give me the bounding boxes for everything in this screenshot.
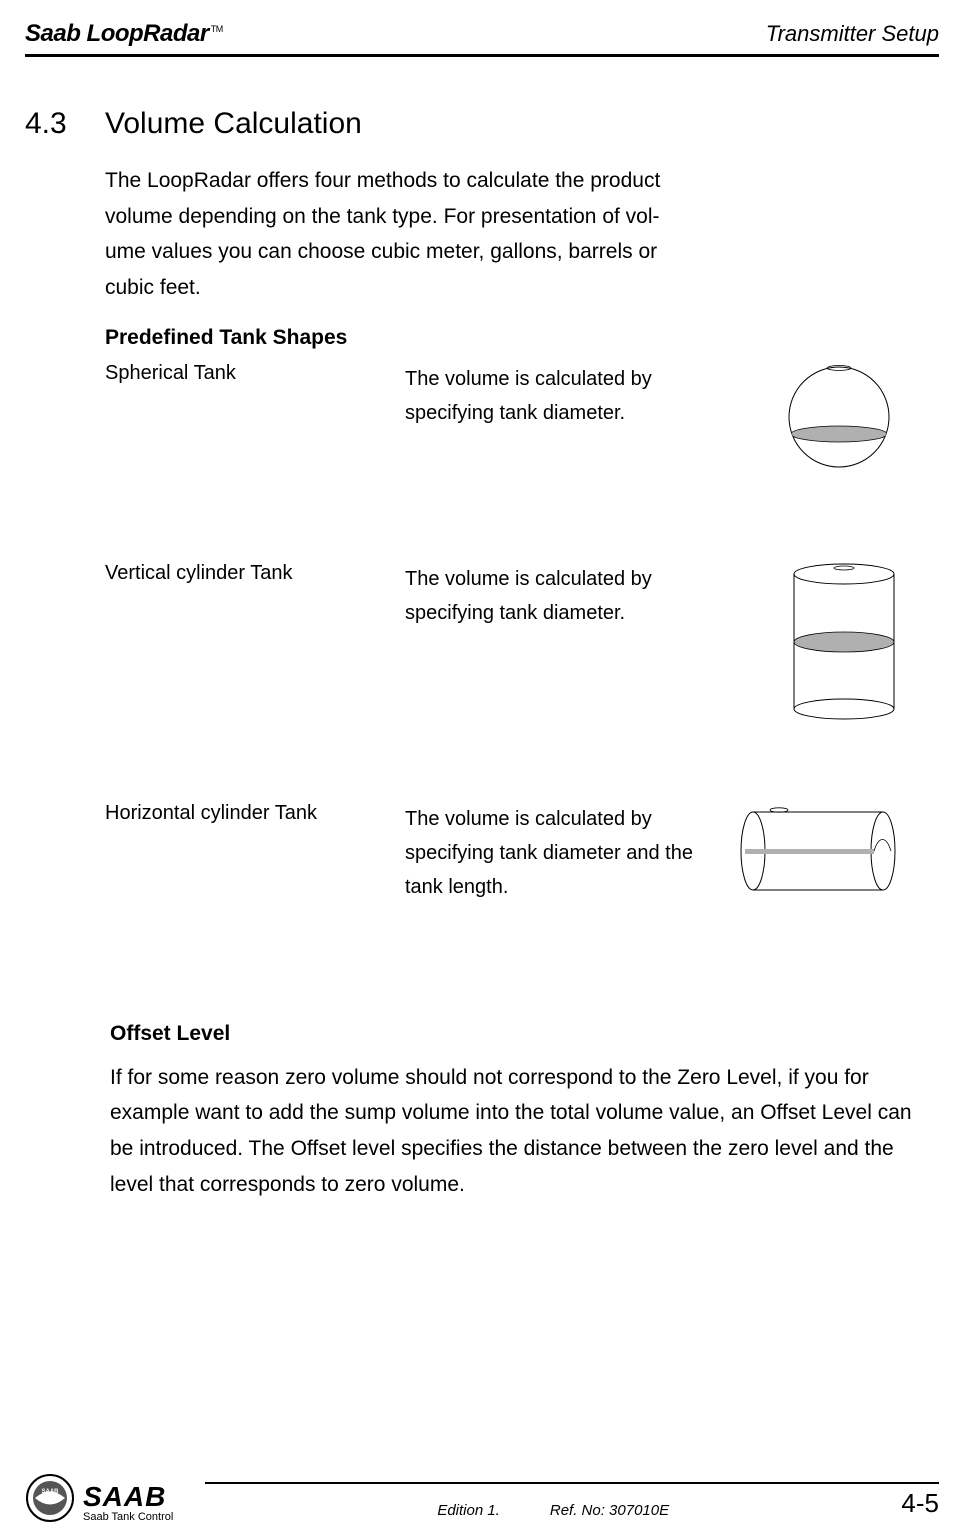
svg-text:SAAB: SAAB (41, 1489, 59, 1495)
footer-brand: SAAB (83, 1481, 173, 1513)
offset-heading: Offset Level (110, 1022, 919, 1046)
footer-meta: Edition 1. Ref. No: 307010E (437, 1502, 669, 1519)
footer-ref: Ref. No: 307010E (550, 1502, 669, 1519)
shape-desc-hcyl: The volume is calculated by specifying t… (405, 802, 705, 904)
footer-logo-block: SAAB SAAB Saab Tank Control (25, 1473, 173, 1523)
footer-edition: Edition 1. (437, 1502, 500, 1519)
header-logo: Saab LoopRadarTM (25, 20, 223, 48)
vertical-cylinder-icon (789, 562, 899, 722)
shape-row-spherical: Spherical Tank The volume is calculated … (105, 362, 909, 552)
horizontal-cylinder-icon (739, 802, 899, 897)
footer-page-number: 4-5 (901, 1488, 939, 1519)
predefined-shapes-heading: Predefined Tank Shapes (105, 326, 909, 350)
intro-paragraph: The LoopRadar offers four methods to cal… (105, 163, 685, 306)
page-footer: SAAB SAAB Saab Tank Control Edition 1. R… (25, 1482, 939, 1519)
logo-text: Saab LoopRadar (25, 20, 209, 47)
page-header: Saab LoopRadarTM Transmitter Setup (25, 20, 939, 57)
header-section-name: Transmitter Setup (766, 21, 939, 47)
section-heading: Volume Calculation (105, 107, 362, 140)
shape-label-spherical: Spherical Tank (105, 362, 405, 385)
shape-label-hcyl: Horizontal cylinder Tank (105, 802, 405, 825)
shape-row-vcyl: Vertical cylinder Tank The volume is cal… (105, 562, 909, 792)
shape-desc-spherical: The volume is calculated by specifying t… (405, 362, 705, 430)
shape-desc-vcyl: The volume is calculated by specifying t… (405, 562, 705, 630)
footer-brand-text: SAAB Saab Tank Control (83, 1481, 173, 1523)
section-number: 4.3 (25, 107, 105, 141)
footer-rule: Edition 1. Ref. No: 307010E 4-5 (205, 1482, 939, 1519)
section-title: 4.3Volume Calculation (25, 107, 939, 141)
shape-diagram-vcyl (705, 562, 909, 722)
shape-row-hcyl: Horizontal cylinder Tank The volume is c… (105, 802, 909, 992)
section-body: The LoopRadar offers four methods to cal… (105, 163, 909, 992)
shape-label-vcyl: Vertical cylinder Tank (105, 562, 405, 585)
shape-diagram-spherical (705, 362, 909, 477)
saab-emblem-icon: SAAB (25, 1473, 75, 1523)
shape-diagram-hcyl (705, 802, 909, 897)
logo-tm: TM (211, 24, 223, 34)
offset-level-section: Offset Level If for some reason zero vol… (110, 1022, 919, 1203)
footer-brand-sub: Saab Tank Control (83, 1511, 173, 1523)
offset-text: If for some reason zero volume should no… (110, 1060, 919, 1203)
sphere-icon (784, 362, 899, 477)
